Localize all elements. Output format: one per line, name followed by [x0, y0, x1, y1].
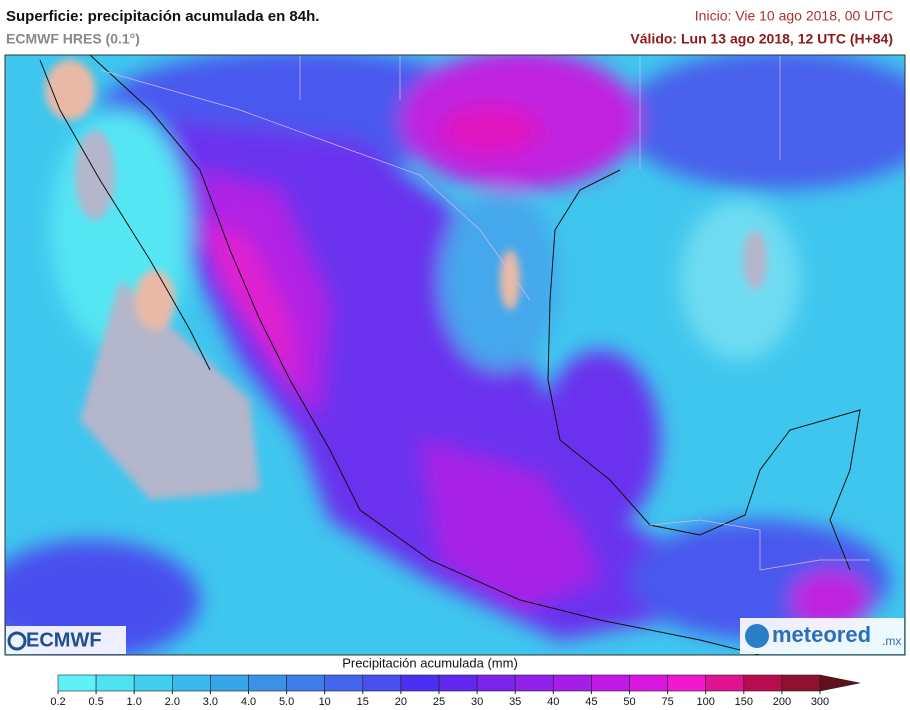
map: ECMWF meteored .mx [5, 55, 905, 655]
color-bin [438, 674, 478, 692]
tick-label: 1.0 [127, 696, 142, 708]
tick-label: 3.0 [203, 696, 218, 708]
tick-label: 0.5 [88, 696, 103, 708]
tick-label: 5.0 [279, 696, 294, 708]
color-bin [95, 674, 135, 692]
color-bin [172, 674, 211, 692]
logo-right: meteored [772, 622, 871, 647]
tick-label: 20 [395, 696, 407, 708]
color-bin [667, 674, 706, 692]
model: ECMWF HRES (0.1°) [6, 31, 140, 47]
color-bin [705, 674, 745, 692]
tick-label: 150 [735, 696, 753, 708]
tick-label: 15 [357, 696, 369, 708]
color-bin [476, 674, 516, 692]
tick-label: 25 [433, 696, 445, 708]
tick-label: 40 [547, 696, 559, 708]
tick-label: 300 [811, 696, 829, 708]
no-precip-areas [45, 60, 767, 500]
color-bin [133, 674, 173, 692]
legend-title: Precipitación acumulada (mm) [342, 655, 518, 670]
color-bin [629, 674, 668, 692]
tick-label: 100 [697, 696, 715, 708]
init-time: Inicio: Vie 10 ago 2018, 00 UTC [695, 8, 893, 24]
color-bin [210, 674, 249, 692]
color-bin [514, 674, 554, 692]
color-bin [57, 674, 97, 692]
tick-label: 30 [471, 696, 483, 708]
tick-label: 0.2 [50, 696, 65, 708]
tick-label: 50 [623, 696, 635, 708]
coastlines [39, 55, 861, 655]
colorbar: 0.2 0.5 1.0 2.0 3.0 4.0 5.0 10 15 20 25 30 35 40 45 50 7… [50, 674, 861, 708]
tick-label: 35 [509, 696, 521, 708]
title: Superficie: precipitación acumulada en 8… [6, 8, 319, 25]
color-bin [362, 674, 402, 692]
color-bin [400, 674, 440, 692]
borders [99, 55, 870, 571]
color-bin [781, 674, 821, 692]
logo-right-suffix: .mx [882, 634, 901, 648]
color-bin [324, 674, 364, 692]
color-bin [286, 674, 326, 692]
tick-label: 45 [585, 696, 597, 708]
color-bin [743, 674, 783, 692]
color-bin [248, 674, 287, 692]
logo-left: ECMWF [26, 629, 102, 651]
valid-time: Válido: Lun 13 ago 2018, 12 UTC (H+84) [630, 31, 893, 47]
tick-label: 200 [773, 696, 791, 708]
map-frame [4, 54, 906, 656]
tick-label: 75 [661, 696, 673, 708]
tick-label: 10 [319, 696, 331, 708]
logo-left-icon [7, 631, 27, 651]
color-bin [552, 674, 592, 692]
color-bin [591, 674, 630, 692]
color-arrow [819, 674, 861, 692]
tick-label: 4.0 [241, 696, 256, 708]
logo-right-icon [745, 624, 769, 648]
tick-label: 2.0 [165, 696, 180, 708]
